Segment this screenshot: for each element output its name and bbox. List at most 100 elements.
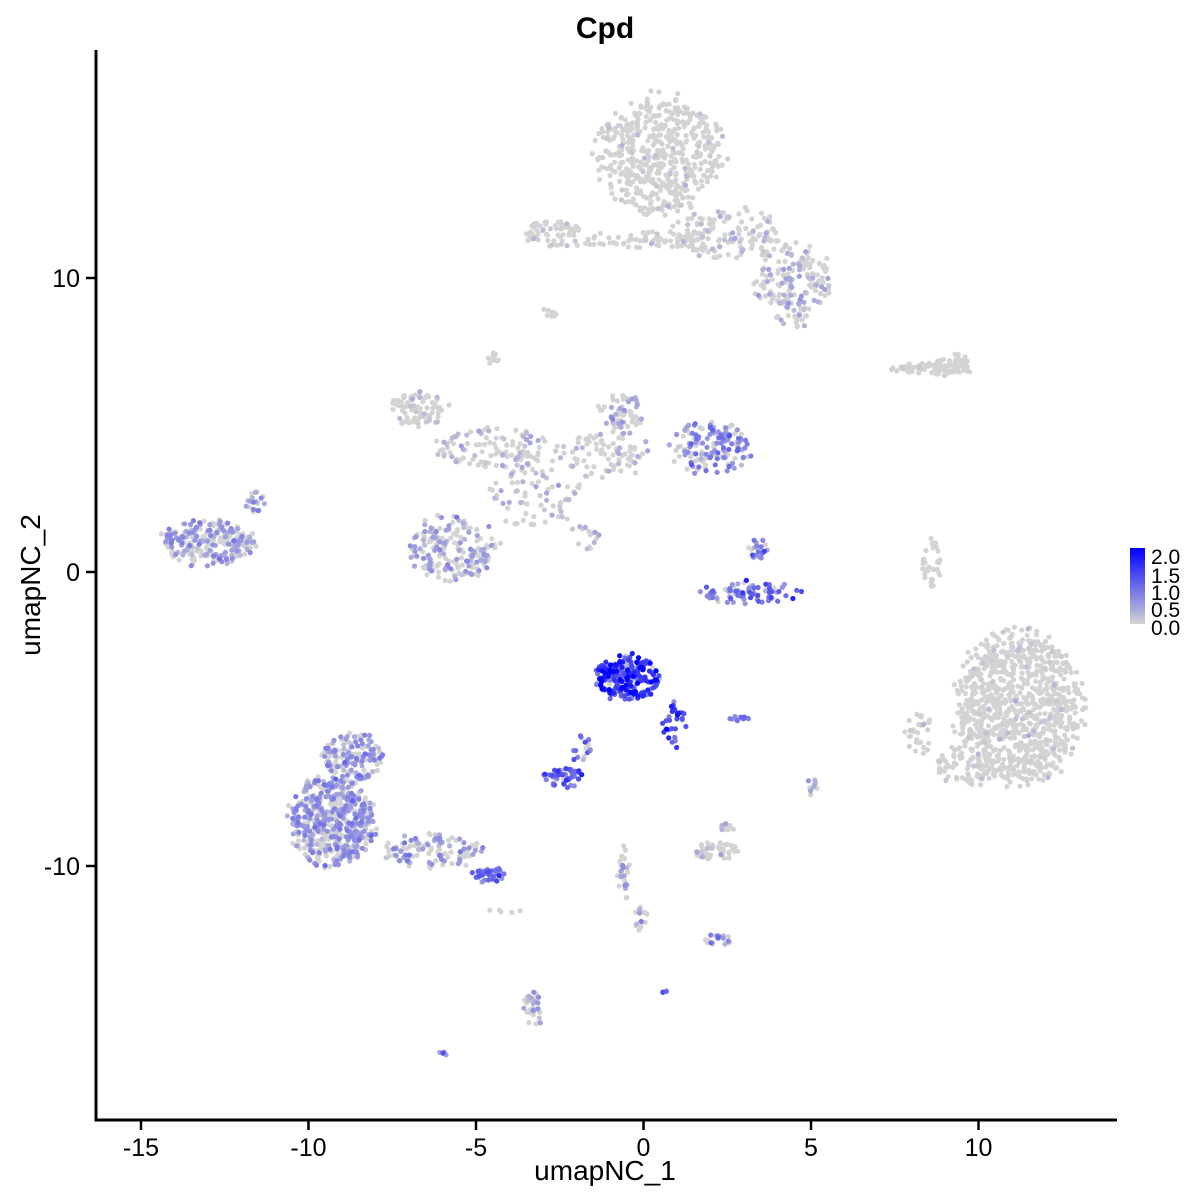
cell-point: [447, 450, 453, 456]
cell-point: [638, 924, 644, 930]
cell-point: [705, 249, 711, 255]
cell-point: [519, 464, 525, 470]
cell-point: [682, 165, 688, 171]
cell-point: [207, 522, 213, 528]
cell-point: [417, 394, 423, 400]
cell-point: [1024, 700, 1030, 706]
cell-point: [766, 589, 773, 595]
cell-point: [978, 641, 984, 647]
cell-point: [652, 126, 658, 132]
cell-point: [520, 517, 527, 523]
cell-point: [369, 812, 375, 818]
cell-point: [691, 173, 697, 179]
cell-point: [611, 240, 617, 246]
cell-point: [787, 246, 793, 252]
cell-point: [216, 556, 222, 562]
cell-point: [337, 813, 343, 819]
cell-point: [474, 538, 480, 544]
cell-point: [650, 205, 656, 211]
cell-point: [739, 590, 746, 596]
cell-point: [630, 196, 636, 202]
cell-point: [436, 837, 442, 843]
y-axis-label: umapNC_2: [15, 514, 46, 656]
cell-point: [669, 111, 675, 117]
cell-point: [812, 777, 818, 783]
cell-point: [529, 481, 535, 487]
cell-point: [204, 563, 210, 569]
cell-point: [463, 568, 469, 574]
cell-point: [441, 540, 447, 546]
cell-point: [522, 443, 528, 449]
cell-point: [322, 753, 328, 759]
cell-point: [680, 433, 687, 439]
cell-point: [747, 589, 753, 595]
cell-point: [704, 179, 711, 185]
cell-point: [1025, 782, 1031, 788]
cell-point: [509, 480, 515, 486]
cell-point: [978, 722, 984, 728]
cell-point: [614, 398, 620, 404]
cell-point: [794, 587, 800, 593]
cell-point: [657, 161, 663, 167]
cell-point: [596, 532, 602, 538]
cell-point: [701, 172, 707, 178]
cell-point: [679, 119, 685, 125]
cell-point: [1033, 678, 1039, 685]
cell-point: [718, 852, 724, 858]
cell-point: [1033, 656, 1039, 662]
cell-point: [679, 243, 685, 249]
cell-point: [1004, 784, 1010, 790]
cell-point: [700, 247, 706, 253]
cell-point: [996, 637, 1002, 643]
cell-point: [309, 793, 316, 800]
cell-point: [694, 849, 700, 856]
cell-point: [687, 117, 693, 123]
cell-point: [653, 677, 660, 683]
cell-point: [229, 547, 235, 553]
cell-point: [524, 501, 530, 507]
cell-point: [648, 167, 654, 173]
cell-point: [367, 805, 373, 812]
cell-point: [629, 150, 635, 156]
cell-point: [708, 940, 714, 946]
cell-point: [639, 451, 646, 457]
cell-point: [998, 692, 1005, 698]
cell-point: [706, 139, 712, 145]
cell-point: [975, 751, 981, 757]
cell-point: [420, 399, 426, 405]
cell-point: [549, 512, 555, 518]
cell-point: [545, 237, 551, 244]
cell-point: [751, 281, 757, 287]
cell-point: [576, 768, 582, 774]
cell-point: [1007, 680, 1014, 686]
cell-point: [973, 671, 979, 677]
cell-point: [383, 855, 389, 861]
cell-point: [314, 813, 320, 819]
cell-point: [406, 852, 412, 858]
cell-point: [625, 424, 631, 430]
cell-point: [673, 139, 679, 146]
cell-point: [783, 242, 789, 248]
cell-point: [365, 743, 371, 749]
cell-point: [1023, 664, 1029, 670]
cell-point: [312, 824, 318, 830]
cell-point: [958, 683, 964, 689]
cell-point: [411, 563, 418, 569]
cell-point: [503, 518, 509, 524]
cell-point: [517, 908, 523, 914]
cell-point: [697, 111, 703, 117]
cell-point: [425, 552, 431, 558]
cell-point: [251, 539, 257, 545]
cell-point: [1019, 716, 1026, 722]
cell-point: [936, 759, 942, 765]
cell-point: [293, 794, 299, 800]
cell-point: [347, 858, 353, 864]
cell-point: [365, 815, 371, 821]
cell-point: [528, 433, 534, 439]
cell-point: [978, 671, 984, 677]
cell-point: [714, 440, 720, 446]
cell-point: [514, 462, 520, 468]
cell-point: [1057, 757, 1063, 764]
cell-point: [609, 167, 615, 173]
